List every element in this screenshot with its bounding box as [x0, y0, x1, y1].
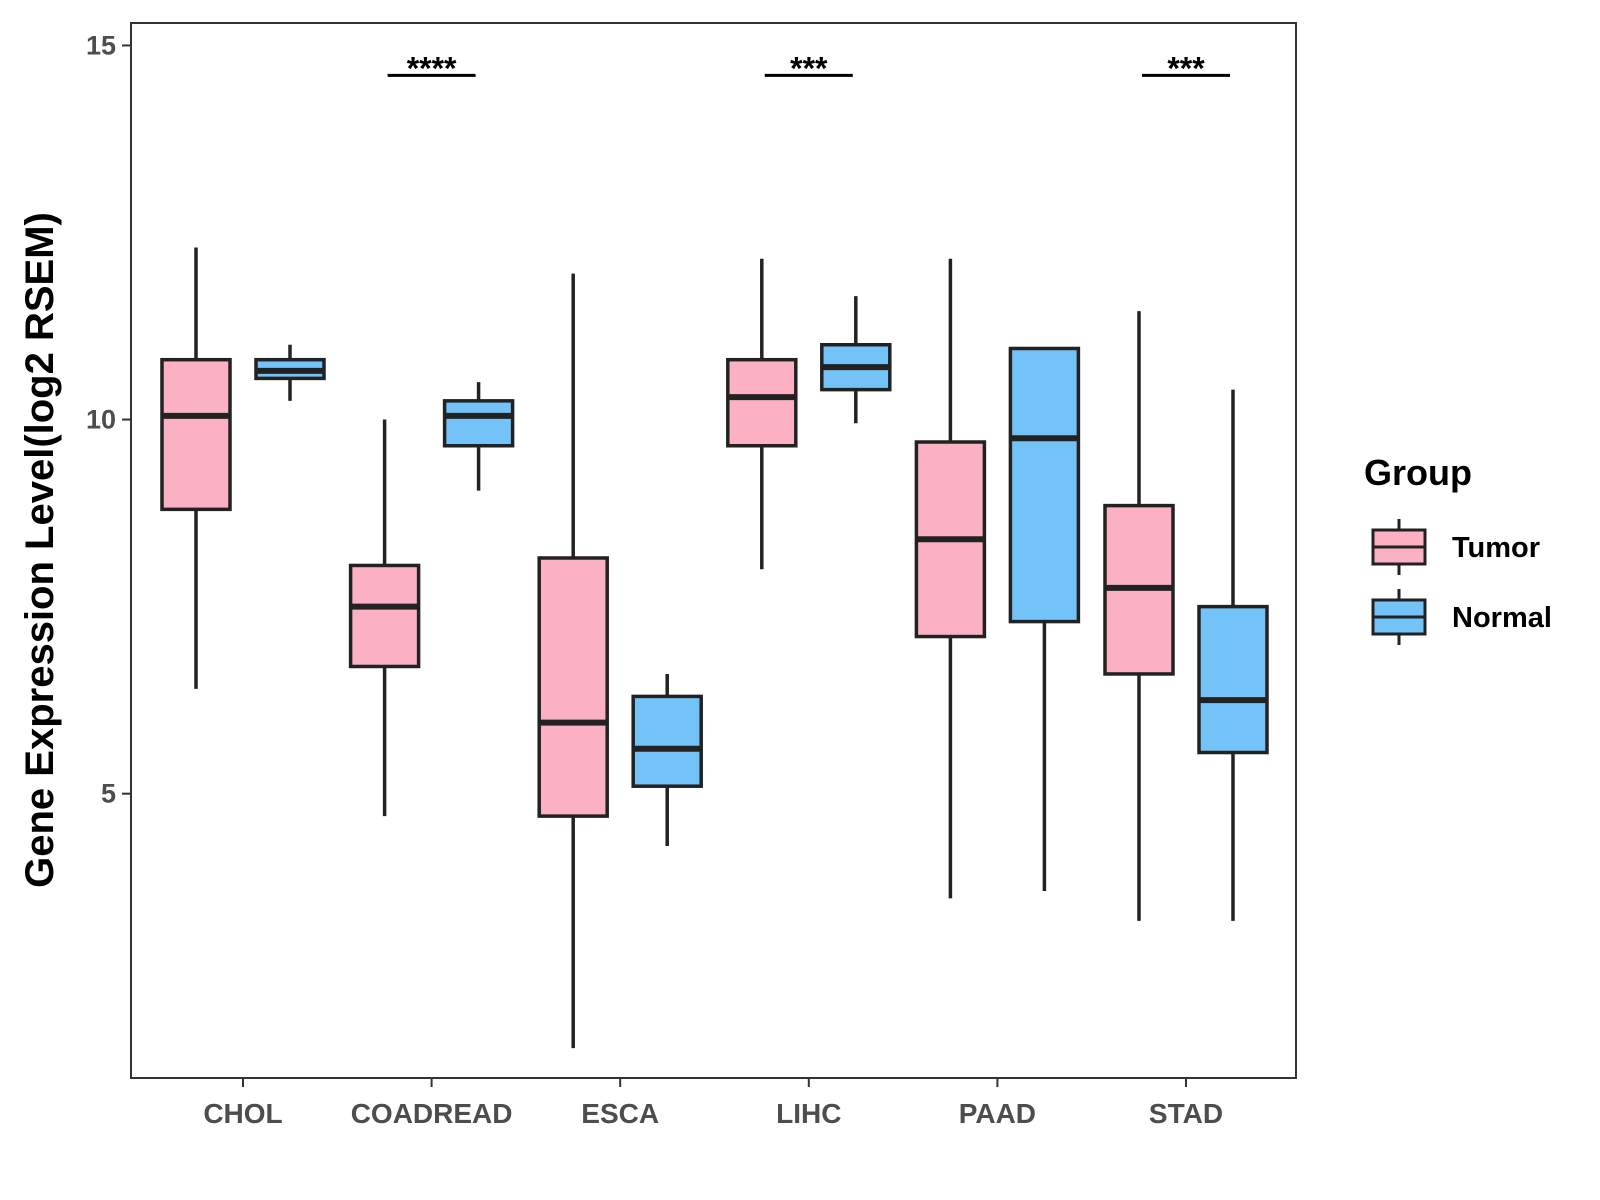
box-normal-stad [1197, 389, 1269, 921]
box-normal-chol [254, 344, 326, 401]
iqr-box [537, 556, 609, 818]
x-tick-label-chol: CHOL [203, 1098, 282, 1129]
x-tick-label-esca: ESCA [581, 1098, 659, 1129]
plot-panel [130, 22, 1297, 1079]
significance-stars: *** [790, 50, 828, 86]
x-axis: CHOL COADREAD ESCA LIHC PAAD STAD [203, 1078, 1223, 1129]
y-tick-label: 10 [86, 405, 116, 435]
significance-stad: *** [1142, 50, 1230, 86]
box-tumor-paad [914, 258, 987, 899]
iqr-box [631, 694, 703, 788]
x-tick-label-paad: PAAD [959, 1098, 1036, 1129]
legend: Group Tumor Normal [1364, 452, 1552, 645]
significance-stars: *** [1167, 50, 1205, 86]
iqr-box [442, 399, 515, 448]
iqr-box [1197, 604, 1269, 755]
legend-label: Normal [1452, 602, 1552, 634]
iqr-box [160, 357, 232, 512]
iqr-box [726, 357, 798, 448]
significance-stars: **** [407, 50, 457, 86]
box-tumor-chol [160, 247, 232, 689]
y-tick-label: 15 [86, 30, 116, 60]
y-axis: 5 10 15 [86, 30, 131, 809]
box-normal-paad [1008, 346, 1081, 891]
significance-annotations: **** *** *** [387, 50, 1230, 86]
iqr-box [348, 563, 421, 669]
box-tumor-stad [1103, 311, 1175, 921]
y-axis-title: Gene Expression Level(log2 RSEM) [18, 212, 62, 888]
box-tumor-esca [537, 273, 609, 1049]
x-tick-label-stad: STAD [1149, 1098, 1223, 1129]
legend-entry-normal: Normal [1371, 589, 1552, 645]
box-tumor-coadread [348, 419, 421, 817]
box-normal-lihc [820, 296, 892, 424]
legend-title: Group [1364, 452, 1472, 493]
box-normal-esca [631, 673, 703, 847]
significance-coadread: **** [387, 50, 476, 86]
x-tick-label-coadread: COADREAD [351, 1098, 513, 1129]
boxes-layer [160, 247, 1269, 1049]
iqr-box [1008, 346, 1081, 624]
y-tick-label: 5 [101, 779, 116, 809]
significance-lihc: *** [764, 50, 853, 86]
box-normal-coadread [442, 382, 515, 491]
legend-entries: Tumor Normal [1371, 519, 1552, 645]
legend-label: Tumor [1452, 532, 1540, 564]
x-tick-label-lihc: LIHC [776, 1098, 841, 1129]
legend-entry-tumor: Tumor [1371, 519, 1540, 575]
box-tumor-lihc [726, 258, 798, 570]
